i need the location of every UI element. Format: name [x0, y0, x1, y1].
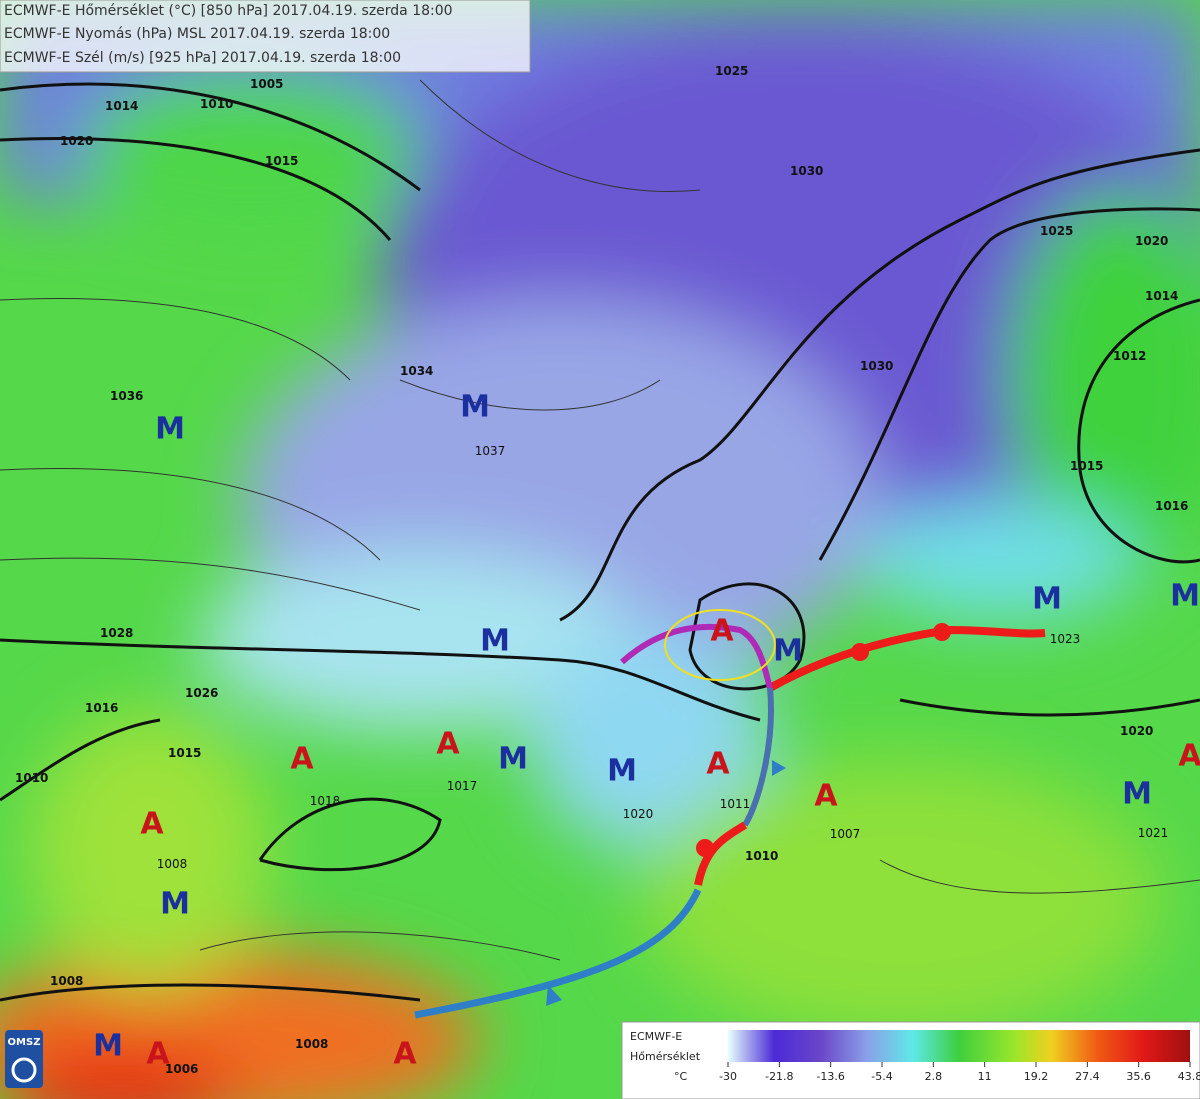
isobar-label: 1010 [200, 97, 233, 111]
legend: ECMWF-E Hőmérséklet °C -30 -21.8 -13.6 -5.4… [621, 1021, 1200, 1099]
isobar-label: 1034 [400, 364, 433, 378]
logo: OMSZ [5, 1030, 43, 1088]
center-pressure: 1017 [447, 779, 478, 793]
legend-tick-label: -13.6 [816, 1070, 844, 1083]
header-line: ECMWF-E Nyomás (hPa) MSL 2017.04.19. sze… [4, 26, 390, 42]
color-bar [728, 1030, 1190, 1062]
fronts [414, 609, 1046, 1019]
center-pressure: 1018 [310, 794, 341, 808]
low-center: M [1122, 777, 1152, 812]
isobar-label: 1026 [185, 686, 218, 700]
legend-tick-label: 11 [978, 1070, 992, 1083]
isobar-label: 1015 [168, 746, 201, 760]
low-center: M [773, 634, 803, 669]
legend-title: ECMWF-E [630, 1030, 682, 1043]
legend-tick-label: 2.8 [925, 1070, 943, 1083]
isobar-label: 1014 [1145, 289, 1178, 303]
center-pressure: 1021 [1138, 826, 1169, 840]
isobar-label: 1020 [1120, 724, 1153, 738]
center-pressure: 1011 [720, 797, 751, 811]
isobar-label: 1008 [295, 1037, 328, 1051]
isobar-label: 1020 [60, 134, 93, 148]
legend-unit: °C [674, 1070, 688, 1083]
isobars [0, 79, 1200, 1002]
low-center: M [160, 887, 190, 922]
isobar-label: 1020 [1135, 234, 1168, 248]
isobar-label: 1015 [265, 154, 298, 168]
high-center: A [146, 1037, 170, 1072]
isobar-label: 1028 [100, 626, 133, 640]
high-center: A [436, 727, 460, 762]
header-line: ECMWF-E Hőmérséklet (°C) [850 hPa] 2017.… [4, 3, 453, 19]
legend-subtitle: Hőmérséklet [630, 1050, 701, 1063]
legend-tick-label: -5.4 [871, 1070, 892, 1083]
isobar-labels: 1005 1010 1020 1015 1025 1030 1020 1025 … [15, 64, 1188, 1076]
isobar-label: 1016 [1155, 499, 1188, 513]
low-center: M [498, 742, 528, 777]
isobar-label: 1010 [15, 771, 48, 785]
low-center: M [460, 390, 490, 425]
isobar-label: 1025 [1040, 224, 1073, 238]
isobar-label: 1016 [85, 701, 118, 715]
low-center: M [607, 754, 637, 789]
legend-tick-label: -21.8 [765, 1070, 793, 1083]
high-center: A [710, 614, 734, 649]
low-center: M [480, 624, 510, 659]
legend-tick-label: 19.2 [1024, 1070, 1049, 1083]
isobar-label: 1012 [1113, 349, 1146, 363]
high-center: A [706, 747, 730, 782]
header: ECMWF-E Hőmérséklet (°C) [850 hPa] 2017.… [0, 0, 531, 73]
center-pressure: 1037 [475, 444, 506, 458]
isobar-label: 1014 [105, 99, 138, 113]
high-center: A [814, 779, 838, 814]
low-center: M [1032, 582, 1062, 617]
high-center: A [140, 807, 164, 842]
high-center: A [1178, 739, 1200, 774]
center-pressure: 1023 [1050, 632, 1081, 646]
center-pressure: 1008 [157, 857, 188, 871]
isobar-label: 1010 [745, 849, 778, 863]
isobar-label: 1030 [790, 164, 823, 178]
isobar-label: 1005 [250, 77, 283, 91]
isobar-label: 1025 [715, 64, 748, 78]
pressure-centers: M M 1037 M M M 1023 M M M 1020 M M M 102… [93, 390, 1200, 1072]
legend-tick-label: 35.6 [1126, 1070, 1151, 1083]
center-pressure: 1007 [830, 827, 861, 841]
low-center: M [1170, 579, 1200, 614]
low-center: M [93, 1029, 123, 1064]
isobar-label: 1006 [165, 1062, 198, 1076]
logo-text: OMSZ [8, 1037, 41, 1048]
isobar-label: 1008 [50, 974, 83, 988]
isobar-label: 1030 [860, 359, 893, 373]
header-line: ECMWF-E Szél (m/s) [925 hPa] 2017.04.19.… [4, 50, 401, 66]
high-center: A [290, 742, 314, 777]
center-pressure: 1020 [623, 807, 654, 821]
high-center: A [393, 1037, 417, 1072]
legend-tick-label: 43.8 [1178, 1070, 1200, 1083]
legend-tick-label: -30 [719, 1070, 737, 1083]
low-center: M [155, 412, 185, 447]
legend-tick-label: 27.4 [1075, 1070, 1100, 1083]
isobar-label: 1015 [1070, 459, 1103, 473]
isobar-label: 1036 [110, 389, 143, 403]
